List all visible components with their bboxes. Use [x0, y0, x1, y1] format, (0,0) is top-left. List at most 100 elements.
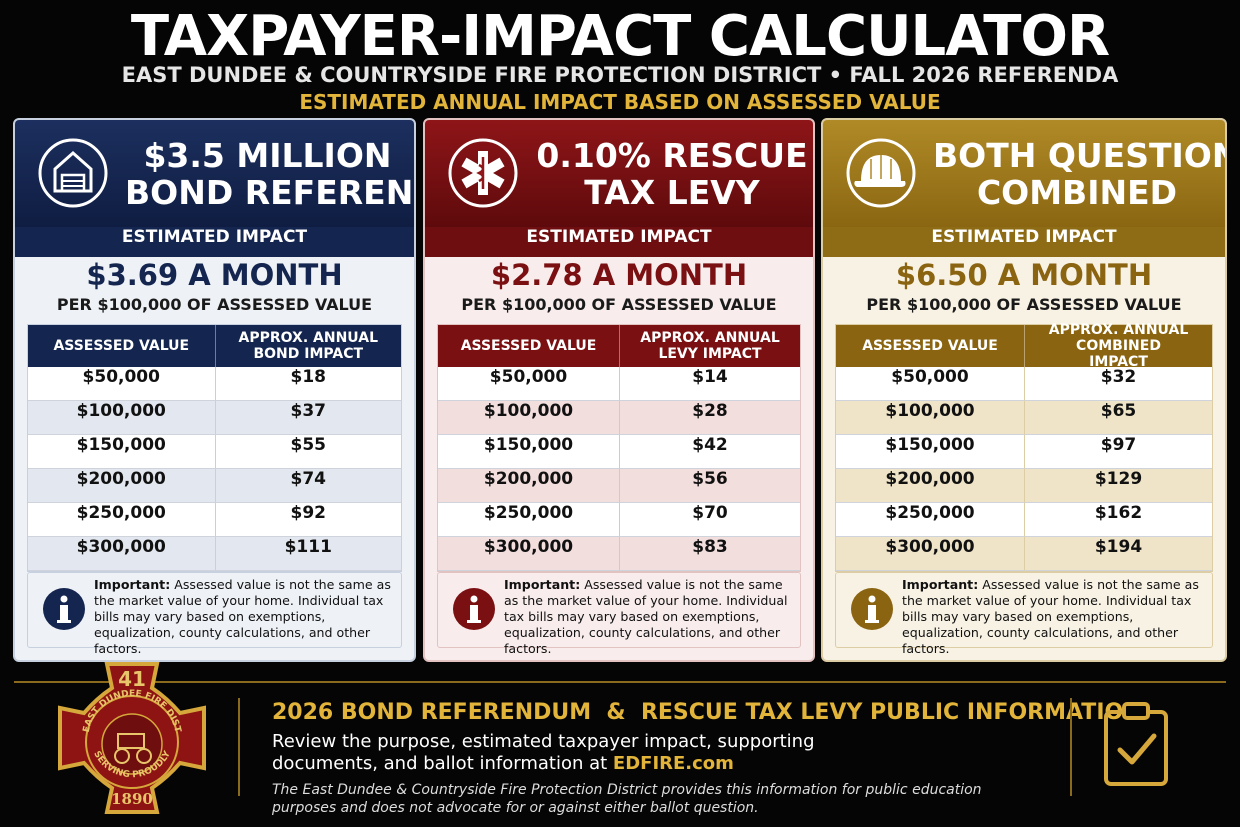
info-icon — [851, 588, 893, 630]
note-body: Assessed value is not the same as the ma… — [504, 577, 788, 656]
footer-link[interactable]: EDFIRE.com — [612, 753, 734, 774]
table-header: ASSESSED VALUE — [836, 325, 1024, 367]
icon-shape — [448, 138, 518, 208]
table-cell: $300,000 — [28, 537, 215, 571]
footer-text-body: Review the purpose, estimated taxpayer i… — [272, 731, 815, 774]
note-bold: Important: — [504, 577, 581, 592]
info-icon — [43, 588, 85, 630]
footer-divider — [238, 698, 240, 796]
logo-year: 1890 — [111, 790, 153, 808]
table-cell: $162 — [1024, 503, 1212, 537]
impact-table: ASSESSED VALUE APPROX. ANNUAL COMBINED IM… — [835, 322, 1213, 572]
table-cell: $83 — [619, 537, 800, 571]
clipboard-check — [1117, 733, 1157, 765]
table-cell: $250,000 — [836, 503, 1024, 537]
subtitle: EAST DUNDEE & COUNTRYSIDE FIRE PROTECTIO… — [121, 63, 1119, 87]
table-cell: $14 — [619, 367, 800, 401]
table-cell: $150,000 — [28, 435, 215, 469]
tagline: ESTIMATED ANNUAL IMPACT BASED ON ASSESSE… — [299, 90, 941, 114]
table-cell: $200,000 — [438, 469, 619, 503]
table-cell: $56 — [619, 469, 800, 503]
note-box: Important: Assessed value is not the sam… — [27, 572, 402, 656]
note-text: Important: Assessed value is not the sam… — [94, 577, 395, 657]
info-icon — [453, 588, 495, 630]
note-text: Important: Assessed value is not the sam… — [504, 577, 794, 657]
card-icon — [38, 138, 108, 208]
clipboard-clip — [1122, 702, 1150, 720]
logo-ring — [85, 695, 179, 789]
logo-engine-body — [117, 733, 145, 749]
table-cell: $200,000 — [836, 469, 1024, 503]
note-box: Important: Assessed value is not the sam… — [437, 572, 801, 656]
table-cell: $300,000 — [836, 537, 1024, 571]
impact-label: ESTIMATED IMPACT — [823, 227, 1225, 257]
icon-shape — [854, 181, 906, 187]
footer-disclaimer: The East Dundee & Countryside Fire Prote… — [272, 782, 982, 816]
icon-shape — [38, 138, 108, 208]
table-cell: $100,000 — [438, 401, 619, 435]
table-header: APPROX. ANNUAL BOND IMPACT — [214, 325, 401, 367]
table-cell: $50,000 — [28, 367, 215, 401]
icon-shape — [53, 150, 93, 193]
table-header: ASSESSED VALUE — [438, 325, 619, 367]
table-cell: $28 — [619, 401, 800, 435]
note-box: Important: Assessed value is not the sam… — [835, 572, 1213, 656]
impact-table: ASSESSED VALUE APPROX. ANNUAL BOND IMPACT… — [27, 324, 402, 572]
table-cell: $300,000 — [438, 537, 619, 571]
note-body: Assessed value is not the same as the ma… — [902, 577, 1199, 656]
monthly-impact: $6.50 A MONTH — [895, 258, 1153, 292]
icon-shape — [870, 155, 892, 179]
table-cell: $42 — [619, 435, 800, 469]
table-cell: $50,000 — [836, 367, 1024, 401]
logo-center — [101, 713, 163, 775]
icon-shape — [467, 620, 481, 623]
table-cell: $150,000 — [438, 435, 619, 469]
note-body: Assessed value is not the same as the ma… — [94, 577, 391, 656]
district-logo: EAST DUNDEE FIRE DIST SERVING PROUDLY 41… — [58, 662, 206, 814]
table-cell: $92 — [214, 503, 401, 537]
footer-heading: 2026 BOND REFERENDUM & RESCUE TAX LEVY P… — [272, 700, 1142, 725]
icon-shape — [846, 138, 916, 208]
card-icon — [846, 138, 916, 208]
table-cell: $55 — [214, 435, 401, 469]
icon-shape — [868, 595, 876, 603]
table-cell: $65 — [1024, 401, 1212, 435]
table-cell: $100,000 — [28, 401, 215, 435]
icon-shape — [470, 605, 478, 622]
card-header — [15, 120, 414, 227]
icon-shape — [865, 620, 879, 623]
table-cell: $97 — [1024, 435, 1212, 469]
table-cell: $100,000 — [836, 401, 1024, 435]
table-cell: $70 — [619, 503, 800, 537]
icon-shape — [476, 157, 485, 189]
per-label: PER $100,000 OF ASSESSED VALUE — [866, 295, 1182, 314]
table-cell: $194 — [1024, 537, 1212, 571]
clipboard-icon — [1104, 702, 1168, 786]
icon-shape — [60, 595, 68, 603]
impact-label: ESTIMATED IMPACT — [425, 227, 813, 257]
note-bold: Important: — [902, 577, 979, 592]
monthly-impact: $2.78 A MONTH — [490, 258, 748, 292]
table-cell: $37 — [214, 401, 401, 435]
card-title-line: BOTH QUESTIONS — [933, 136, 1225, 175]
impact-label: ESTIMATED IMPACT — [15, 227, 414, 257]
table-cell: $150,000 — [836, 435, 1024, 469]
impact-card: 0.10% RESCUE TAX LEVY ESTIMATED IMPACT $2.7… — [423, 118, 815, 662]
impact-card: BOTH QUESTIONSCOMBINEDESTIMATED IMPACT$6… — [821, 118, 1227, 662]
card-icon — [448, 138, 518, 208]
card-title-line: BOND REFERENDUM — [125, 173, 414, 212]
per-label: PER $100,000 OF ASSESSED VALUE — [461, 295, 777, 314]
note-text: Important: Assessed value is not the sam… — [902, 577, 1206, 657]
icon-shape — [60, 173, 86, 193]
icon-shape — [470, 595, 478, 603]
table-cell: $32 — [1024, 367, 1212, 401]
clipboard-board — [1104, 710, 1168, 786]
card-title-line: 0.10% RESCUE — [536, 136, 808, 175]
icon-shape — [57, 620, 71, 623]
table-cell: $74 — [214, 469, 401, 503]
card-title-line: TAX LEVY — [584, 173, 760, 212]
table-cell: $250,000 — [28, 503, 215, 537]
icon-shape — [868, 605, 876, 622]
